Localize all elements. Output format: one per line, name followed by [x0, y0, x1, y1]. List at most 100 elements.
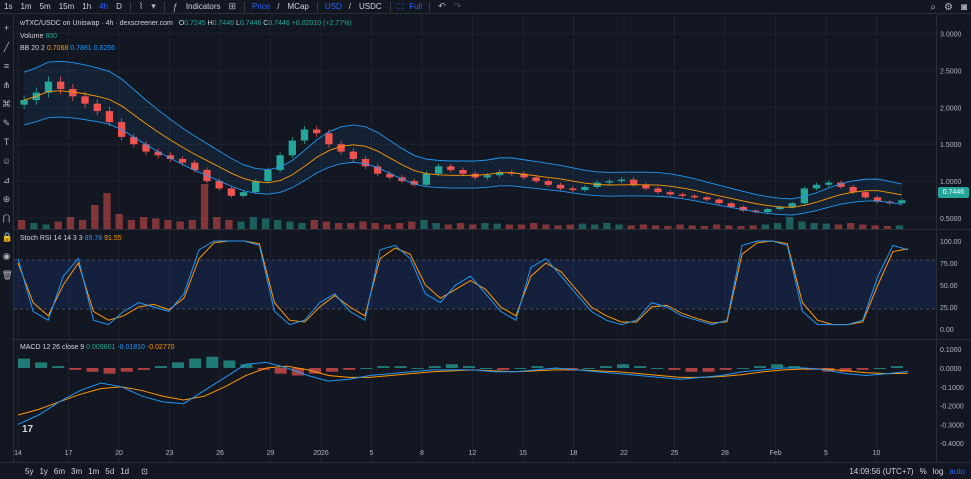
interval-1h[interactable]: 1h	[82, 2, 92, 11]
magnet-icon[interactable]: ⋂	[2, 213, 11, 223]
interval-4h[interactable]: 4h	[99, 2, 109, 11]
volume-bar	[676, 224, 684, 229]
time-axis-label: 28	[721, 450, 729, 457]
volume-bar	[700, 226, 709, 229]
candle-body	[264, 170, 272, 182]
volume-bar	[127, 220, 136, 229]
toolbar-divider	[389, 1, 391, 12]
time-axis-label: 29	[267, 450, 275, 457]
emoji-icon[interactable]: ☺	[1, 156, 12, 166]
interval-1m[interactable]: 1m	[20, 2, 32, 11]
fib-icon[interactable]: ⋔	[2, 80, 11, 90]
clock-time[interactable]: 14:09:56 (UTC+7)	[849, 467, 914, 476]
range-1d[interactable]: 1d	[120, 466, 130, 476]
range-6m[interactable]: 6m	[53, 466, 66, 476]
volume-bar	[761, 224, 770, 229]
volume-bar	[566, 224, 574, 229]
zoom-icon[interactable]: ⊕	[2, 194, 11, 204]
macd-hist-bar	[120, 368, 133, 372]
volume-bar	[749, 225, 757, 229]
mcap-toggle[interactable]: MCap	[287, 2, 309, 11]
volume-bar	[895, 225, 904, 229]
volume-bar	[651, 225, 660, 229]
goto-date-icon[interactable]: ⊡	[141, 466, 148, 476]
camera-icon[interactable]: ◙	[960, 1, 967, 13]
rsi-axis-label: 75.00	[940, 261, 958, 268]
horizontal-lines-icon[interactable]: ≡	[3, 61, 10, 71]
volume-bar	[444, 224, 453, 229]
search-icon[interactable]: ⌕	[930, 1, 936, 13]
text-icon[interactable]: T	[3, 137, 10, 147]
bb-area	[24, 61, 902, 215]
crosshair-icon[interactable]: +	[3, 23, 10, 33]
interval-1s[interactable]: 1s	[4, 2, 13, 11]
bb-label: BB 20 2	[20, 45, 45, 52]
full-toggle[interactable]: Full	[409, 2, 423, 11]
range-5d[interactable]: 5d	[105, 466, 115, 476]
redo-icon[interactable]: ↷	[453, 1, 462, 11]
candle-body	[166, 155, 175, 159]
slash-separator: /	[277, 2, 280, 11]
volume-bar	[249, 217, 257, 229]
interval-15m[interactable]: 15m	[58, 2, 75, 11]
price-toggle[interactable]: Price	[252, 2, 271, 11]
indicators-icon[interactable]: ƒ	[172, 1, 178, 12]
undo-icon[interactable]: ↶	[438, 1, 446, 11]
macd-hist-bar	[69, 368, 82, 370]
interval-5m[interactable]: 5m	[39, 2, 51, 11]
price-chart[interactable]: 14 17 20 23 26 29 2026 5 8 12 15 18 22 25 28 Feb 5 10	[14, 15, 936, 462]
indicators-button[interactable]: Indicators	[185, 2, 221, 11]
lock-icon[interactable]: 🔒	[1, 232, 13, 242]
time-axis-label: 26	[216, 450, 224, 457]
trend-line-icon[interactable]: ╱	[3, 42, 10, 52]
candle-body	[739, 206, 748, 211]
bollinger-band-fill	[24, 61, 902, 215]
usdc-toggle[interactable]: USDC	[358, 2, 382, 11]
percent-toggle[interactable]: %	[919, 467, 927, 476]
chart-type-icon[interactable]: ⌇	[138, 1, 144, 11]
range-1y[interactable]: 1y	[39, 466, 48, 476]
volume-bar	[18, 220, 26, 229]
candle-body	[617, 179, 626, 182]
volume-bar	[408, 221, 416, 229]
full-icon[interactable]: ⛶	[397, 1, 404, 11]
macd-axis-label: -0.2000	[940, 404, 964, 411]
pane-divider[interactable]	[14, 339, 971, 340]
macd-axis-label: -0.4000	[940, 441, 964, 448]
range-5y[interactable]: 5y	[25, 466, 34, 476]
candle-body	[678, 194, 687, 196]
volume-bar	[773, 223, 782, 229]
macd-hist-bar	[223, 360, 236, 368]
time-axis-label: 17	[65, 450, 73, 457]
log-toggle[interactable]: log	[932, 467, 944, 476]
volume-bar	[456, 223, 465, 229]
eye-icon[interactable]: ◉	[2, 251, 11, 261]
brush-icon[interactable]: ✎	[2, 118, 11, 128]
interval-d[interactable]: D	[116, 2, 122, 11]
tradingview-logo[interactable]: 17	[22, 424, 34, 435]
stoch-k-line	[17, 240, 909, 326]
macd-hist-bar	[360, 368, 373, 369]
volume-bar	[688, 225, 696, 229]
volume-bar	[737, 226, 745, 229]
ruler-icon[interactable]: ⊿	[2, 175, 11, 185]
volume-bar	[54, 221, 62, 229]
range-3m[interactable]: 3m	[71, 466, 83, 476]
macd-hist-bar	[445, 364, 458, 368]
bottom-right: 14:09:56 (UTC+7) % log auto	[849, 463, 965, 479]
chart-type-dropdown-icon[interactable]: ▾	[151, 1, 156, 11]
usd-toggle[interactable]: USD	[324, 2, 342, 11]
layout-grid-icon[interactable]: ⊞	[228, 1, 237, 11]
range-1m[interactable]: 1m	[88, 466, 100, 476]
macd-hist-bar	[377, 366, 390, 368]
volume-bar	[322, 221, 331, 229]
candle-body	[57, 81, 65, 89]
price-axis-label: 2.0000	[940, 105, 962, 112]
trash-icon[interactable]: 🗑	[1, 270, 13, 280]
auto-toggle[interactable]: auto	[949, 467, 965, 476]
candle-body	[434, 166, 443, 174]
price-axis[interactable]: 3.0000 2.5000 2.0000 1.5000 1.0000 0.5000 100.…	[936, 15, 971, 462]
pane-divider[interactable]	[14, 229, 971, 230]
pattern-icon[interactable]: ⌘	[2, 99, 11, 109]
settings-gear-icon[interactable]: ⚙	[943, 1, 953, 13]
